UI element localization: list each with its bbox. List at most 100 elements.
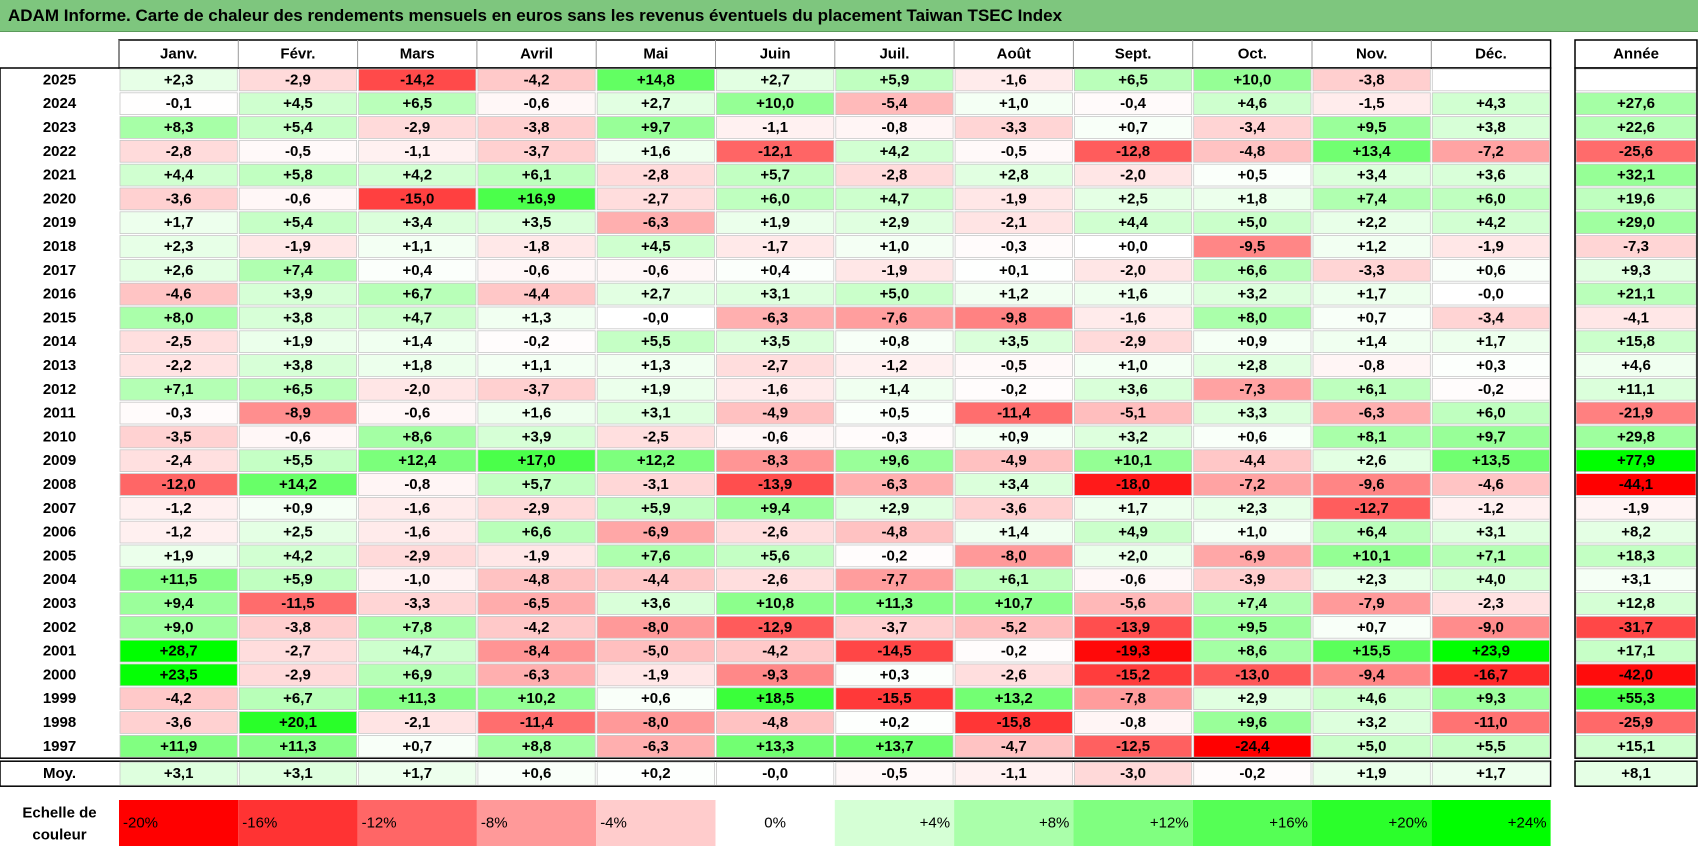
cell-value: -15,2	[1116, 666, 1150, 683]
cell-value: +9,6	[880, 452, 910, 469]
scale-swatch	[476, 800, 597, 846]
average-cell	[954, 761, 1073, 786]
cell-value: +1,9	[283, 333, 313, 350]
scale-stop-label: +16%	[1269, 815, 1308, 832]
heatmap-cell	[1312, 187, 1431, 211]
heatmap-cell	[1074, 449, 1193, 472]
heatmap-cell	[954, 711, 1073, 734]
cell-value: +2,5	[1118, 190, 1148, 207]
cell-value: +0,9	[1238, 333, 1268, 350]
cell-value: +4,0	[1476, 571, 1506, 588]
cell-value: +6,5	[283, 381, 313, 398]
cell-value: +9,7	[1476, 428, 1506, 445]
heatmap-cell	[835, 258, 954, 282]
cell-value: +8,8	[522, 738, 552, 755]
cell-value: +13,7	[875, 738, 913, 755]
heatmap-cell	[238, 592, 358, 615]
cell-value: -13,9	[1116, 619, 1150, 636]
annual-value: +9,3	[1621, 262, 1651, 279]
cell-value: +6,1	[999, 571, 1029, 588]
heatmap-cell	[477, 401, 596, 425]
heatmap-cell	[596, 449, 715, 472]
average-cell	[477, 761, 596, 786]
cell-value: -6,5	[524, 595, 550, 612]
heatmap-cell	[1431, 568, 1551, 591]
year-label: 2019	[43, 214, 76, 231]
cell-value: +4,7	[402, 309, 432, 326]
heatmap-cell	[596, 282, 715, 306]
average-value: +0,2	[641, 765, 671, 782]
cell-value: -4,8	[1239, 143, 1265, 160]
year-label: 2015	[43, 309, 76, 326]
heatmap-cell	[358, 639, 477, 663]
heatmap-cell	[119, 92, 238, 116]
cell-value: +10,1	[1353, 547, 1391, 564]
cell-value: +6,7	[283, 690, 313, 707]
cell-value: -0,8	[882, 119, 908, 136]
cell-value: -15,0	[400, 190, 434, 207]
cell-value: +4,3	[1476, 95, 1506, 112]
heatmap-cell	[835, 354, 954, 377]
cell-value: -7,2	[1239, 476, 1265, 493]
average-cell	[596, 761, 715, 786]
cell-value: +6,1	[1357, 381, 1387, 398]
year-label: 2010	[43, 428, 76, 445]
cell-value: +3,9	[283, 286, 313, 303]
heatmap-cell	[835, 139, 954, 163]
cell-value: +3,2	[1118, 428, 1148, 445]
cell-value: -3,6	[166, 714, 192, 731]
heatmap-cell	[835, 616, 954, 639]
month-header: Déc.	[1475, 46, 1507, 63]
cell-value: +10,1	[1114, 452, 1152, 469]
scale-swatch	[954, 800, 1074, 846]
heatmap-cell	[1193, 282, 1312, 306]
cell-value: -6,3	[1359, 405, 1385, 422]
cell-value: -11,4	[997, 405, 1031, 422]
heatmap-cell	[119, 354, 238, 377]
heatmap-cell	[238, 544, 358, 568]
cell-value: -5,1	[1120, 405, 1146, 422]
heatmap-cell	[1312, 116, 1431, 139]
cell-value: +1,1	[522, 357, 552, 374]
heatmap-cell	[835, 235, 954, 258]
scale-swatch	[238, 800, 358, 846]
cell-value: +6,0	[1476, 190, 1506, 207]
year-header-bg	[1574, 39, 1698, 69]
cell-value: +9,7	[641, 119, 671, 136]
cell-value: -0,5	[1001, 357, 1027, 374]
heatmap-cell	[1431, 258, 1551, 282]
heatmap-cell	[1193, 92, 1312, 116]
cell-value: +1,3	[641, 357, 671, 374]
cell-value: -1,6	[1001, 71, 1027, 88]
heatmap-cell	[716, 663, 835, 687]
cell-value: -3,7	[882, 619, 908, 636]
heatmap-cell	[1431, 92, 1551, 116]
cell-value: +13,4	[1353, 143, 1392, 160]
cell-value: +3,2	[1238, 286, 1268, 303]
heatmap-cell	[1074, 377, 1193, 401]
cell-value: +10,2	[518, 690, 556, 707]
heatmap-cell	[119, 258, 238, 282]
annual-cell	[1575, 68, 1697, 92]
heatmap-cell	[1193, 401, 1312, 425]
heatmap-cell	[596, 139, 715, 163]
cell-value: +11,3	[876, 595, 913, 612]
cell-value: -7,2	[1478, 143, 1504, 160]
heatmap-cell	[1431, 306, 1551, 330]
heatmap-cell	[1431, 330, 1551, 353]
body-frame	[0, 67, 1552, 759]
cell-value: +3,6	[1476, 167, 1506, 184]
average-cell	[1431, 761, 1551, 786]
scale-stop-label: +24%	[1508, 815, 1547, 832]
cell-value: +1,0	[1238, 524, 1268, 541]
heatmap-cell	[716, 377, 835, 401]
heatmap-cell	[716, 258, 835, 282]
heatmap-cell	[1193, 544, 1312, 568]
cell-value: -6,3	[762, 309, 788, 326]
cell-value: -1,5	[1359, 95, 1385, 112]
cell-value: +1,4	[402, 333, 432, 350]
heatmap-cell	[954, 235, 1073, 258]
heatmap-cell	[716, 163, 835, 187]
cell-value: -1,8	[524, 238, 550, 255]
cell-value: +6,5	[1118, 71, 1148, 88]
